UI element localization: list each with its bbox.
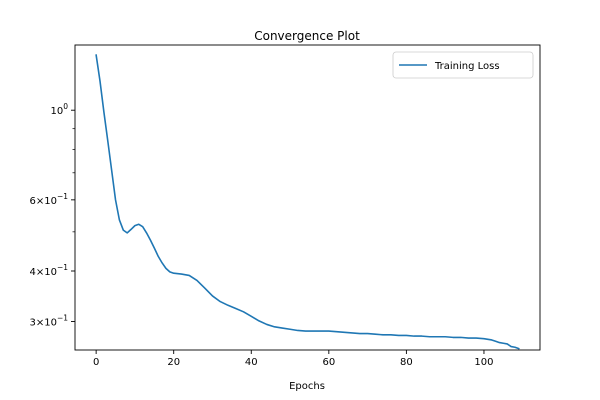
axes-frame xyxy=(74,44,541,351)
y-tick-label: 3×10−1 xyxy=(29,313,68,328)
legend: Training Loss xyxy=(392,51,534,79)
legend-box xyxy=(392,51,534,79)
legend-label: Training Loss xyxy=(434,61,500,72)
x-tick-label: 0 xyxy=(93,357,99,368)
chart-title: Convergence Plot xyxy=(254,29,360,43)
x-tick-label: 60 xyxy=(322,357,335,368)
plot-area xyxy=(74,44,541,351)
series-line-0 xyxy=(95,54,520,350)
y-axis-ticks: 100 6×10−1 4×10−1 3×10−1 xyxy=(29,102,75,328)
x-tick-label: 100 xyxy=(474,357,493,368)
y-tick-label: 4×10−1 xyxy=(29,263,68,278)
x-tick-label: 40 xyxy=(245,357,258,368)
x-tick-label: 20 xyxy=(167,357,180,368)
y-tick-label: 6×10−1 xyxy=(29,192,68,207)
x-tick-label: 80 xyxy=(400,357,413,368)
y-tick-label: 100 xyxy=(50,102,68,117)
x-axis-label: Epochs xyxy=(289,381,325,392)
x-axis-ticks: 0 20 40 60 80 100 xyxy=(93,350,494,368)
